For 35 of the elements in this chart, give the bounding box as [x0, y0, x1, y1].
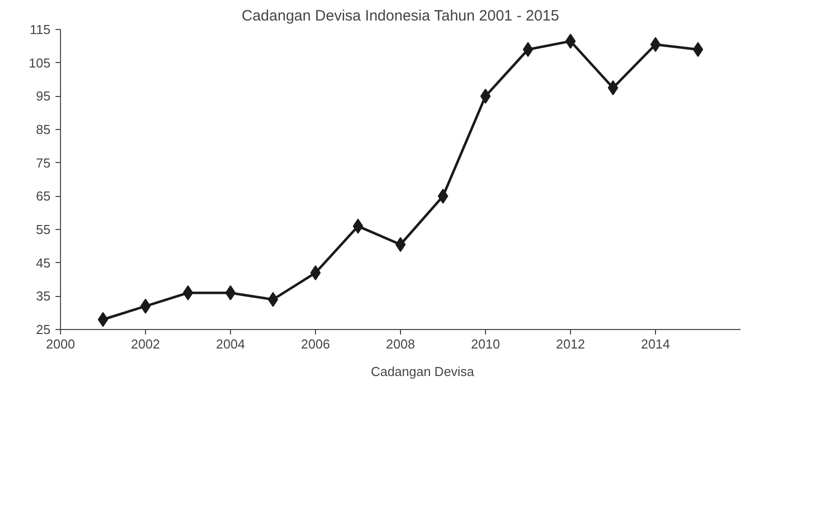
point — [522, 42, 534, 57]
point — [98, 312, 108, 327]
point — [692, 42, 704, 57]
x-tick-label: 2012 — [556, 336, 585, 352]
point — [352, 218, 364, 234]
point — [608, 80, 618, 96]
point — [565, 34, 576, 49]
x-tick-label: 2008 — [386, 336, 415, 352]
point — [438, 188, 448, 204]
y-tick-label: 25 — [36, 322, 51, 337]
y-tick-label: 105 — [28, 55, 51, 70]
y-tick-label: 35 — [36, 288, 51, 304]
x-tick-label: 2000 — [46, 336, 75, 352]
x-tick-label: 2010 — [471, 336, 500, 352]
y-tick-label: 85 — [36, 122, 51, 137]
point — [395, 237, 406, 252]
point — [310, 265, 321, 280]
point — [225, 285, 236, 300]
x-tick-label: 2006 — [301, 336, 330, 352]
x-tick-label: 2004 — [216, 336, 245, 352]
y-tick-label: 75 — [36, 155, 51, 170]
chart-title: Cadangan Devisa Indonesia Tahun 2001 - 2015 — [242, 8, 560, 24]
x-tick-label: 2014 — [641, 336, 670, 352]
point — [182, 285, 194, 300]
point — [650, 37, 661, 52]
y-tick-label: 45 — [36, 255, 51, 270]
y-tick-label: 115 — [30, 22, 51, 37]
point — [268, 292, 278, 307]
x-tick-label: 2002 — [131, 336, 160, 352]
y-tick-label: 65 — [36, 188, 51, 204]
y-tick-label: 95 — [36, 88, 51, 104]
text: Cadangan Devisa — [370, 364, 474, 378]
point — [480, 88, 491, 104]
point — [140, 298, 151, 314]
y-tick-label: 55 — [36, 222, 51, 237]
